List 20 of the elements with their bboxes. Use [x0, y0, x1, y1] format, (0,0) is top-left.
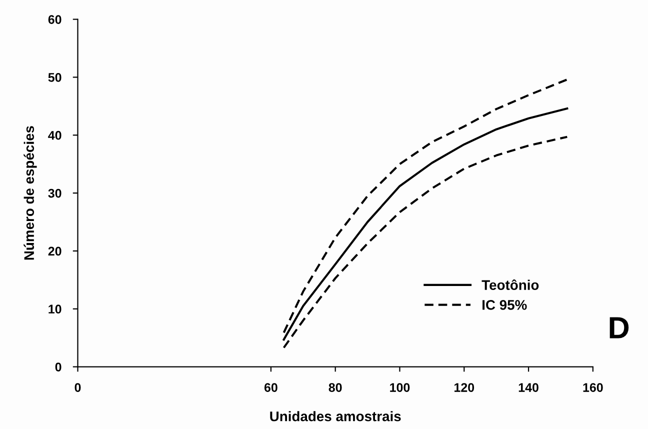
- y-tick-label: 50: [48, 73, 62, 82]
- line-series: [282, 136, 568, 349]
- y-axis-title: Número de espécies: [24, 126, 37, 260]
- y-tick-label: 30: [48, 188, 62, 198]
- x-axis-title: Unidades amostrais: [270, 411, 401, 422]
- x-tick-label: 0: [74, 383, 81, 392]
- legend-label: Teotônio: [482, 279, 539, 290]
- x-tick-label: 60: [264, 383, 278, 392]
- x-tick-label: 120: [454, 383, 474, 392]
- x-tick-label: 160: [583, 383, 603, 392]
- legend-label: IC 95%: [482, 300, 527, 310]
- y-tick-label: 20: [48, 246, 62, 256]
- y-tick-label: 60: [48, 15, 62, 24]
- x-tick-label: 140: [518, 383, 538, 392]
- y-tick-label: 0: [55, 362, 62, 372]
- y-tick-label: 10: [48, 304, 62, 314]
- x-tick-label: 100: [390, 383, 410, 392]
- y-tick-label: 40: [48, 130, 62, 140]
- x-tick-label: 80: [328, 383, 342, 392]
- text: D: [610, 317, 629, 338]
